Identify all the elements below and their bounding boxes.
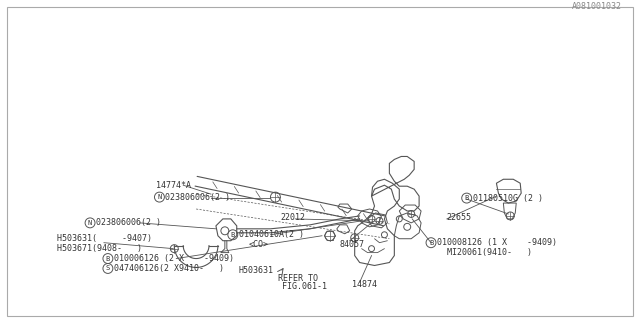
Text: N: N xyxy=(88,220,92,226)
Text: B: B xyxy=(230,232,235,238)
Text: FIG.061-1: FIG.061-1 xyxy=(282,282,327,291)
Text: 84057: 84057 xyxy=(340,240,365,249)
Text: 22655: 22655 xyxy=(447,213,472,222)
Text: A081001032: A081001032 xyxy=(572,2,622,11)
Text: N: N xyxy=(157,194,161,200)
Text: 010006126 (2 X    -9409): 010006126 (2 X -9409) xyxy=(114,254,234,263)
Text: 023806006(2 ): 023806006(2 ) xyxy=(165,193,230,202)
Text: H503671(9408-   ): H503671(9408- ) xyxy=(58,244,142,253)
Text: B: B xyxy=(465,195,469,201)
Text: B: B xyxy=(429,240,433,246)
Text: B: B xyxy=(106,256,110,261)
Text: 22012: 22012 xyxy=(280,213,305,222)
Text: 010008126 (1 X    -9409): 010008126 (1 X -9409) xyxy=(437,238,557,247)
Text: S: S xyxy=(106,266,110,271)
Text: 01180510G (2 ): 01180510G (2 ) xyxy=(472,194,543,203)
Text: <CO>: <CO> xyxy=(248,240,269,249)
Text: 14874: 14874 xyxy=(352,280,377,289)
Text: REFER TO: REFER TO xyxy=(278,274,318,283)
Text: 01040610A(2 ): 01040610A(2 ) xyxy=(239,230,304,239)
Text: H503631(     -9407): H503631( -9407) xyxy=(58,234,152,243)
Text: H503631: H503631 xyxy=(239,266,274,275)
Text: MI20061(9410-   ): MI20061(9410- ) xyxy=(447,248,532,257)
Text: 023806006(2 ): 023806006(2 ) xyxy=(96,218,161,228)
Text: 047406126(2 X9410-   ): 047406126(2 X9410- ) xyxy=(114,264,224,273)
Text: 14774*A: 14774*A xyxy=(156,181,191,190)
